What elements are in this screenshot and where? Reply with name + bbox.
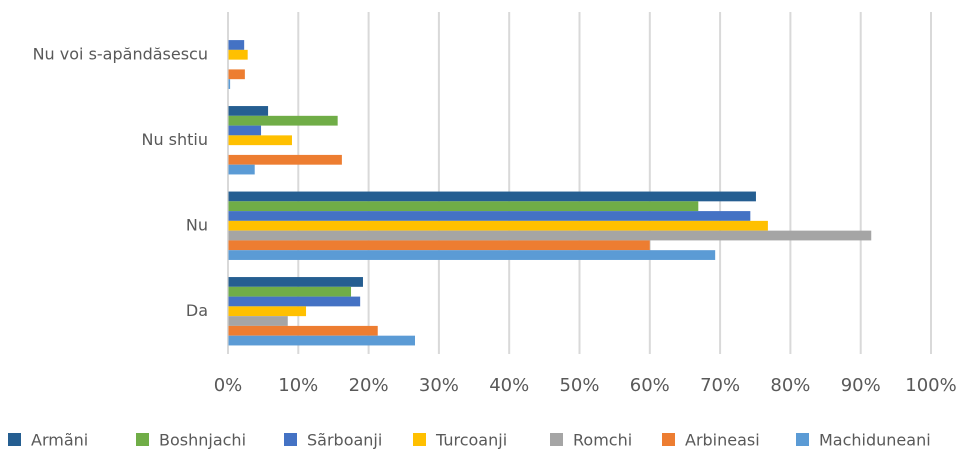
legend-swatch [284, 433, 297, 446]
bar [228, 277, 363, 287]
x-tick-label: 90% [841, 375, 881, 396]
legend-swatch [413, 433, 426, 446]
bar [228, 154, 342, 165]
bar [228, 79, 231, 89]
bar [228, 250, 716, 260]
bar [228, 191, 756, 202]
legend-label: Arbineasi [685, 431, 760, 450]
y-tick-label: Nu voi s-apăndăsescu [33, 44, 208, 63]
legend-label: Turcoanji [435, 431, 507, 450]
bar [228, 125, 262, 136]
legend-swatch [8, 433, 21, 446]
x-tick-label: 100% [905, 375, 956, 396]
bar [228, 230, 872, 241]
bar [228, 325, 378, 336]
bar [228, 335, 415, 346]
x-tick-label: 80% [770, 375, 810, 396]
legend-label: Boshnjachi [159, 431, 246, 450]
bar [228, 296, 361, 307]
bar [228, 220, 768, 231]
bar [228, 306, 307, 317]
bar [228, 106, 269, 116]
bar [228, 69, 245, 80]
bar [228, 316, 288, 326]
legend-label: Machiduneani [819, 431, 931, 450]
x-tick-label: 50% [559, 375, 599, 396]
legend-swatch [796, 433, 809, 446]
legend-label: Sãrboanji [307, 431, 382, 450]
x-tick-label: 10% [278, 375, 318, 396]
x-tick-label: 30% [419, 375, 459, 396]
y-tick-label: Da [186, 301, 208, 320]
bar [228, 40, 245, 50]
x-tick-label: 60% [630, 375, 670, 396]
legend-swatch [136, 433, 149, 446]
bar [228, 240, 650, 251]
y-tick-label: Nu [186, 215, 208, 234]
legend-swatch [550, 433, 563, 446]
bar [228, 211, 751, 221]
x-tick-label: 70% [700, 375, 740, 396]
x-tick-label: 0% [214, 375, 243, 396]
legend-label: Armãni [31, 431, 88, 450]
bar [228, 164, 255, 175]
bar [228, 49, 248, 60]
legend-label: Romchi [573, 431, 632, 450]
y-tick-label: Nu shtiu [141, 130, 208, 149]
bar [228, 135, 292, 146]
bar [228, 115, 338, 126]
bar [228, 201, 699, 212]
bar [228, 286, 352, 297]
x-tick-label: 20% [349, 375, 389, 396]
x-tick-label: 40% [489, 375, 529, 396]
legend-swatch [662, 433, 675, 446]
